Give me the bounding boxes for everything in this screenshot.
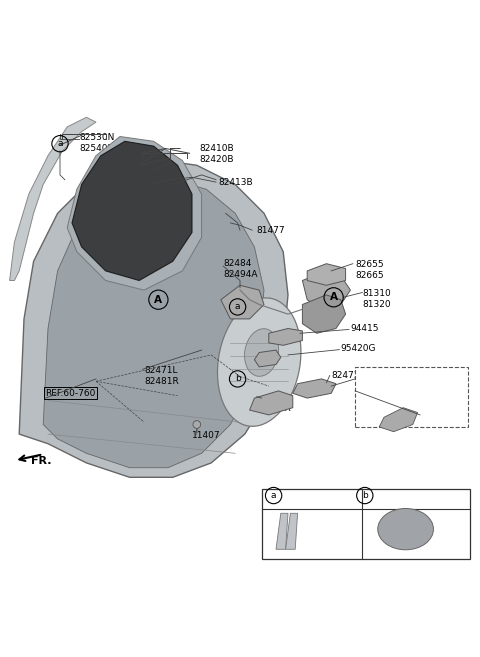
Polygon shape — [254, 350, 281, 367]
Text: 11407: 11407 — [192, 430, 221, 440]
Polygon shape — [72, 141, 192, 281]
FancyBboxPatch shape — [262, 489, 470, 559]
Text: a: a — [57, 139, 63, 148]
Text: 82450L: 82450L — [372, 384, 406, 393]
Text: a: a — [271, 491, 276, 500]
Text: FR.: FR. — [31, 455, 52, 466]
Polygon shape — [10, 118, 96, 281]
Text: 82473: 82473 — [331, 371, 360, 380]
Text: 82413B: 82413B — [218, 177, 253, 187]
Ellipse shape — [244, 328, 279, 376]
Text: 82655
82665: 82655 82665 — [355, 260, 384, 281]
Text: A: A — [155, 295, 162, 305]
Text: 1731JE: 1731JE — [401, 491, 432, 500]
Ellipse shape — [217, 298, 301, 426]
Text: a: a — [235, 302, 240, 311]
Text: 95420G: 95420G — [341, 344, 376, 353]
Text: 82484
82494A: 82484 82494A — [223, 259, 258, 279]
Text: b: b — [362, 491, 368, 500]
Polygon shape — [221, 285, 264, 319]
Text: 82530N
82540N: 82530N 82540N — [79, 133, 115, 153]
Text: A: A — [330, 292, 337, 302]
Text: 82450L
82460R: 82450L 82460R — [257, 394, 291, 413]
Text: 81477: 81477 — [257, 225, 286, 235]
Polygon shape — [269, 328, 302, 346]
Polygon shape — [250, 391, 293, 415]
Text: REF.60-760: REF.60-760 — [46, 389, 96, 397]
Text: 82410B
82420B: 82410B 82420B — [199, 144, 234, 164]
Polygon shape — [302, 295, 346, 333]
Ellipse shape — [378, 509, 433, 550]
Polygon shape — [43, 180, 264, 468]
Polygon shape — [293, 379, 336, 398]
Polygon shape — [379, 408, 418, 432]
Text: 82471L
82481R: 82471L 82481R — [144, 366, 179, 386]
Text: 81310
81320: 81310 81320 — [362, 289, 391, 309]
Polygon shape — [302, 271, 350, 309]
Text: 82531L
82531R: 82531L 82531R — [297, 522, 332, 541]
Polygon shape — [67, 137, 202, 290]
Polygon shape — [307, 263, 346, 285]
Polygon shape — [19, 160, 288, 477]
Polygon shape — [286, 513, 298, 549]
Text: 94415: 94415 — [350, 324, 379, 333]
Circle shape — [193, 420, 201, 428]
Text: (SAFETY): (SAFETY) — [362, 372, 403, 381]
Polygon shape — [276, 513, 288, 549]
FancyBboxPatch shape — [355, 367, 468, 427]
Text: b: b — [235, 374, 240, 384]
